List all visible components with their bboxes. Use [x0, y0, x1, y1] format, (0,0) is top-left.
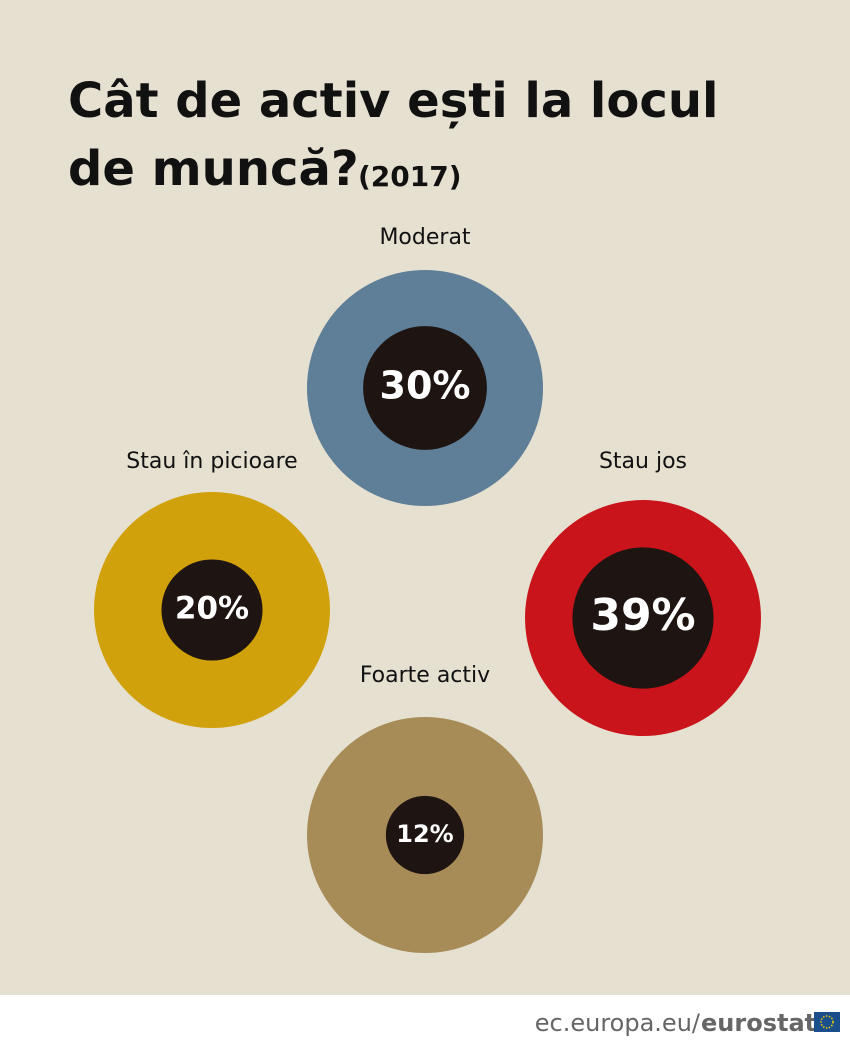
category-label: Foarte activ	[360, 663, 490, 688]
value-label: 30%	[380, 364, 471, 408]
footer	[0, 995, 850, 1050]
value-label: 12%	[396, 820, 453, 848]
subtitle: (2017)	[358, 160, 462, 193]
bubble	[572, 547, 714, 689]
category-label: Moderat	[379, 225, 470, 250]
value-label: 39%	[590, 590, 695, 641]
eu-stars	[820, 1015, 834, 1029]
category-label: Stau în picioare	[126, 449, 297, 474]
brand: eurostat	[701, 1009, 816, 1037]
title: Cât de activ ești la locul de muncă?	[68, 73, 718, 197]
value-label: 20%	[175, 591, 249, 627]
eu-flag	[814, 1012, 840, 1032]
bubble	[363, 326, 487, 450]
bubble	[161, 559, 263, 661]
category-label: Stau jos	[599, 449, 687, 474]
bubble	[385, 795, 465, 875]
source: ec.europa.eu/	[535, 1009, 701, 1037]
